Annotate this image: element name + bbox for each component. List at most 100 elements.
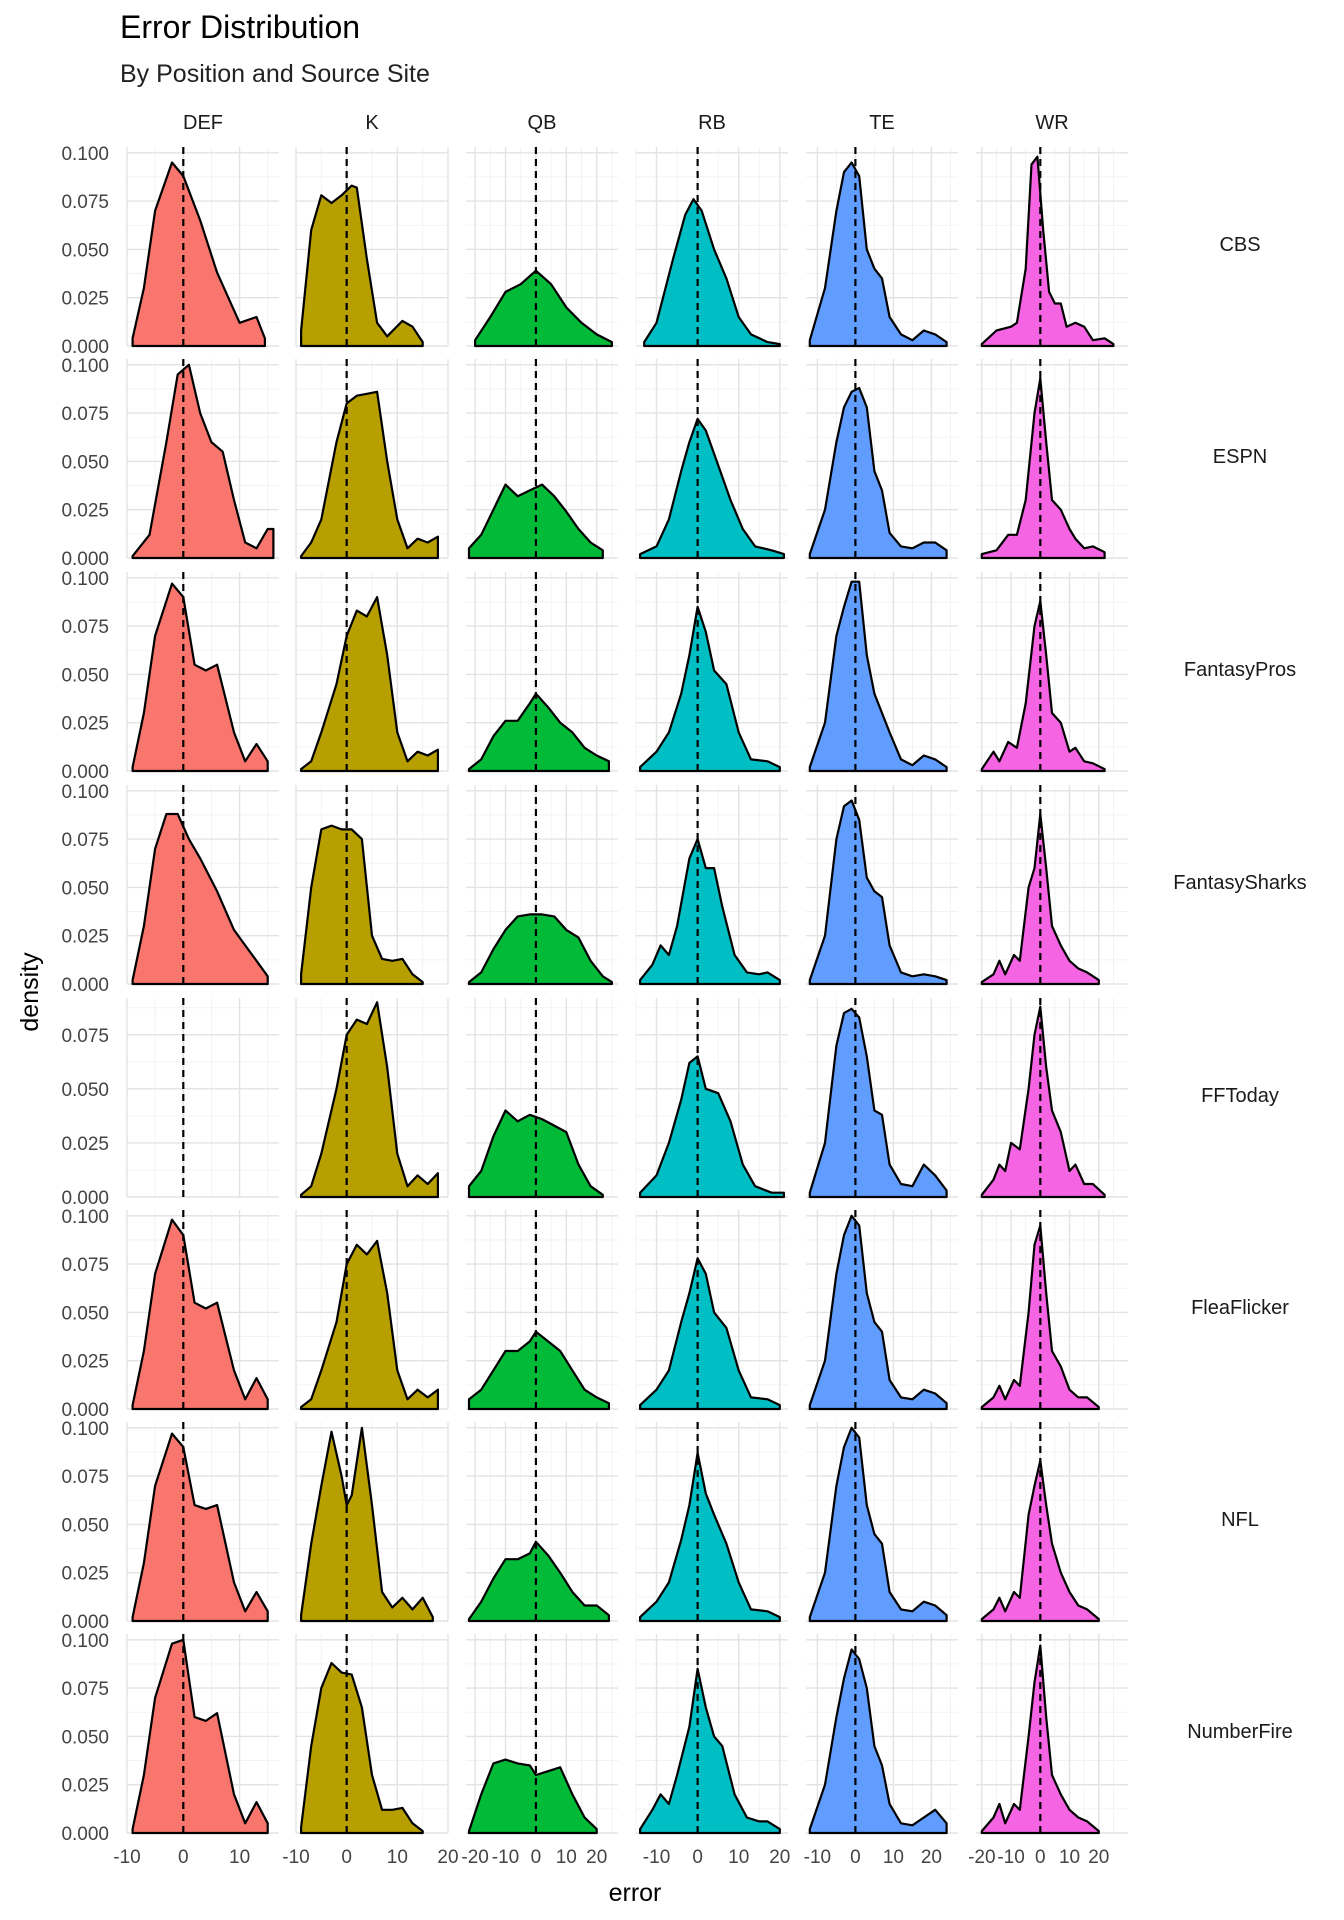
density-fantasypros-te: [808, 580, 948, 773]
panel-cbs-wr: [976, 147, 1128, 348]
y-tick-label: 0.075: [61, 1255, 109, 1276]
x-tick-label: -10: [997, 1847, 1024, 1868]
y-tick-label: 0.100: [61, 1631, 109, 1652]
panel-fftoday-wr: [976, 998, 1128, 1199]
y-tick-label: 0.100: [61, 782, 109, 803]
col-strip-wr: WR: [1035, 112, 1068, 134]
y-tick-label: 0.050: [61, 1303, 109, 1324]
density-espn-k: [300, 390, 439, 560]
x-axis-title: error: [609, 1879, 662, 1907]
density-cbs-rb: [643, 198, 781, 348]
panel-cbs-def: [126, 147, 279, 348]
panel-espn-rb: [635, 359, 788, 560]
density-cbs-k: [300, 184, 424, 348]
density-espn-wr: [980, 377, 1106, 560]
row-strip-fleaflicker: FleaFlicker: [1191, 1297, 1289, 1319]
density-nfl-te: [808, 1426, 948, 1623]
density-fantasysharks-rb: [639, 838, 781, 986]
density-fantasypros-qb: [467, 692, 610, 773]
density-nfl-k: [300, 1426, 434, 1623]
panel-fftoday-te: [806, 998, 958, 1199]
chart-title: Error Distribution: [120, 9, 360, 45]
col-strip-rb: RB: [698, 112, 726, 134]
density-nfl-qb: [467, 1540, 610, 1623]
density-fftoday-rb: [639, 1055, 785, 1199]
y-tick-label: 0.025: [61, 289, 109, 310]
y-tick-label: 0.025: [61, 501, 109, 522]
panel-fantasypros-rb: [635, 572, 788, 773]
x-tick-label: 20: [437, 1847, 458, 1868]
panel-cbs-k: [295, 147, 449, 348]
panel-nfl-qb: [466, 1422, 618, 1623]
y-tick-label: 0.025: [61, 1134, 109, 1155]
panel-espn-def: [126, 359, 279, 560]
x-tick-label: -10: [492, 1847, 519, 1868]
col-strip-te: TE: [869, 112, 895, 134]
x-tick-label: -10: [282, 1847, 309, 1868]
density-numberfire-def: [131, 1638, 269, 1835]
col-strip-qb: QB: [528, 112, 557, 134]
panel-fleaflicker-te: [806, 1210, 958, 1411]
panel-fftoday-def: [126, 998, 279, 1198]
y-tick-label: 0.000: [61, 1400, 109, 1421]
y-axis-title: density: [16, 952, 44, 1032]
density-cbs-wr: [980, 155, 1115, 348]
y-tick-label: 0.050: [61, 1080, 109, 1101]
facet-panels: CBS 0.000 0.025 0.050 0.075 0.100 DEF K QB RB TE WR…: [61, 112, 1306, 1868]
chart-subtitle: By Position and Source Site: [120, 60, 430, 88]
x-tick-label: 20: [769, 1847, 790, 1868]
density-cbs-def: [131, 161, 266, 348]
y-tick-label: 0.050: [61, 240, 109, 261]
x-tick-label: 10: [556, 1847, 577, 1868]
x-tick-label: 0: [341, 1847, 352, 1868]
x-tick-label: 0: [1035, 1847, 1046, 1868]
density-fantasysharks-k: [300, 824, 424, 986]
panel-espn-k: [295, 359, 449, 560]
x-tick-label: 10: [883, 1847, 904, 1868]
density-nfl-def: [131, 1432, 269, 1623]
panel-fftoday-k: [295, 998, 449, 1199]
density-numberfire-wr: [980, 1644, 1100, 1835]
y-tick-label: 0.075: [61, 830, 109, 851]
x-tick-label: 10: [728, 1847, 749, 1868]
density-espn-def: [131, 363, 275, 560]
y-tick-label: 0.075: [61, 192, 109, 213]
y-tick-label: 0.050: [61, 452, 109, 473]
panel-fantasysharks-qb: [466, 785, 618, 986]
density-fantasypros-def: [131, 582, 269, 773]
x-tick-label: 0: [178, 1847, 189, 1868]
y-tick-label: 0.100: [61, 356, 109, 377]
x-tick-label: 0: [531, 1847, 542, 1868]
density-fleaflicker-qb: [467, 1330, 610, 1411]
density-numberfire-te: [808, 1648, 948, 1835]
x-tick-label: 20: [586, 1847, 607, 1868]
panel-nfl-def: [126, 1422, 279, 1623]
y-tick-label: 0.075: [61, 1679, 109, 1700]
panel-numberfire-rb: [635, 1634, 788, 1835]
panel-fleaflicker-def: [126, 1210, 279, 1411]
x-tick-label: 10: [387, 1847, 408, 1868]
y-tick-label: 0.025: [61, 927, 109, 948]
panel-fftoday-rb: [635, 998, 788, 1199]
density-fantasypros-k: [300, 596, 439, 773]
y-tick-label: 0.050: [61, 1515, 109, 1536]
row-strip-nfl: NFL: [1221, 1509, 1259, 1531]
density-fantasysharks-def: [131, 812, 269, 986]
y-tick-label: 0.025: [61, 1776, 109, 1797]
density-fftoday-wr: [980, 1005, 1106, 1199]
panel-cbs-rb: [635, 147, 788, 348]
density-espn-te: [808, 386, 948, 560]
y-tick-label: 0.000: [61, 762, 109, 783]
density-fleaflicker-rb: [639, 1257, 781, 1411]
row-strip-fantasysharks: FantasySharks: [1173, 872, 1306, 894]
density-nfl-rb: [639, 1451, 781, 1623]
col-strip-k: K: [365, 112, 379, 134]
density-fantasysharks-te: [808, 799, 948, 986]
panel-fantasysharks-k: [295, 785, 449, 986]
x-tick-label: 10: [229, 1847, 250, 1868]
panel-fleaflicker-wr: [976, 1210, 1128, 1411]
x-tick-label: -20: [461, 1847, 488, 1868]
y-tick-label: 0.050: [61, 878, 109, 899]
y-tick-label: 0.025: [61, 714, 109, 735]
